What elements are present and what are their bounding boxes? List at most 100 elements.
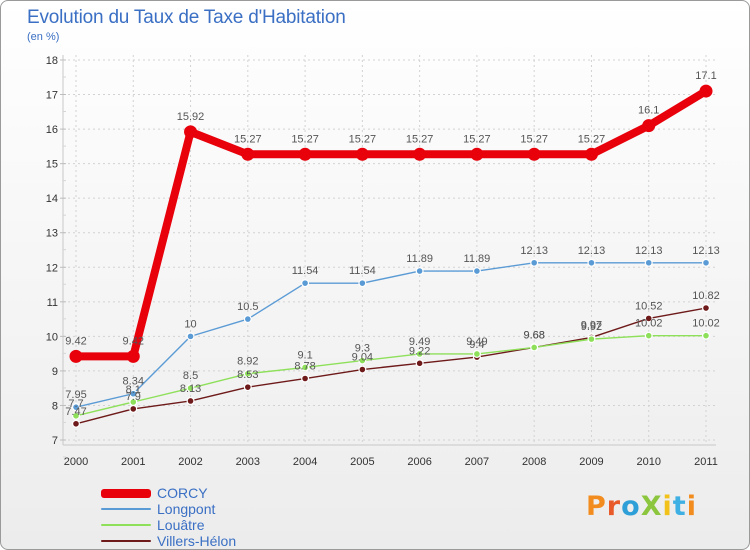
data-point-louatre <box>129 398 138 407</box>
data-label-villers-helon: 8.78 <box>294 361 315 373</box>
data-label-villers-helon: 8.53 <box>237 369 258 381</box>
data-label-villers-helon: 10.52 <box>635 300 663 312</box>
data-point-corcy <box>184 125 198 139</box>
data-point-corcy <box>69 349 83 363</box>
data-point-corcy <box>527 147 541 161</box>
data-label-louatre: 9.92 <box>581 321 602 333</box>
unit-label: (en %) <box>27 31 60 43</box>
data-point-villers-helon <box>415 359 424 368</box>
data-point-longpont <box>301 279 310 288</box>
data-label-villers-helon: 9.68 <box>523 329 544 341</box>
data-label-louatre: 10.02 <box>692 318 720 330</box>
data-point-longpont <box>358 279 367 288</box>
legend-label: Louâtre <box>157 517 205 533</box>
chart-title: Evolution du Taux de Taxe d'Habitation <box>27 7 346 28</box>
data-label-corcy: 15.27 <box>578 133 606 145</box>
series-line-longpont <box>75 262 706 408</box>
data-point-louatre <box>530 343 539 352</box>
data-point-louatre <box>415 349 424 358</box>
data-label-corcy: 15.27 <box>291 133 319 145</box>
y-tick-label: 7 <box>52 435 58 447</box>
data-point-longpont <box>71 403 80 412</box>
legend-swatch <box>101 540 151 542</box>
data-point-longpont <box>243 315 252 324</box>
data-point-longpont <box>129 389 138 398</box>
data-point-corcy <box>298 147 312 161</box>
y-tick-label: 17 <box>46 90 58 102</box>
x-tick-label: 2007 <box>465 456 489 468</box>
data-label-corcy: 15.92 <box>177 111 205 123</box>
data-label-longpont: 12.13 <box>692 245 720 257</box>
data-label-corcy: 15.27 <box>406 133 434 145</box>
data-point-louatre <box>472 349 481 358</box>
data-label-villers-helon: 9.97 <box>581 319 602 331</box>
x-tick-label: 2008 <box>522 456 546 468</box>
data-point-louatre <box>587 335 596 344</box>
data-point-villers-helon <box>644 314 653 323</box>
data-point-louatre <box>301 363 310 372</box>
data-label-corcy: 9.42 <box>123 335 144 347</box>
y-tick-label: 18 <box>46 55 58 67</box>
data-label-longpont: 12.13 <box>520 245 548 257</box>
data-point-louatre <box>358 356 367 365</box>
data-label-corcy: 15.27 <box>463 133 491 145</box>
data-label-corcy: 17.1 <box>695 70 716 82</box>
legend-label: Villers-Hélon <box>157 533 237 549</box>
x-tick-label: 2009 <box>579 456 603 468</box>
data-label-longpont: 10.5 <box>237 301 258 313</box>
data-point-longpont <box>472 267 481 276</box>
data-label-villers-helon: 9.4 <box>469 339 484 351</box>
data-point-louatre <box>71 411 80 420</box>
data-point-villers-helon <box>358 365 367 374</box>
data-label-louatre: 8.5 <box>183 370 198 382</box>
data-label-corcy: 15.27 <box>349 133 377 145</box>
data-point-longpont <box>415 267 424 276</box>
legend-swatch <box>101 508 151 510</box>
y-tick-label: 16 <box>46 124 58 136</box>
legend: CORCY Longpont Louâtre Villers-Hélon <box>101 485 236 549</box>
data-label-longpont: 10 <box>184 318 196 330</box>
data-point-longpont <box>644 258 653 267</box>
data-point-villers-helon <box>701 304 710 313</box>
data-point-villers-helon <box>186 396 195 405</box>
y-tick-label: 14 <box>46 193 58 205</box>
data-point-villers-helon <box>71 419 80 428</box>
data-point-louatre <box>644 331 653 340</box>
data-point-corcy <box>241 147 255 161</box>
legend-label: CORCY <box>157 485 208 501</box>
data-label-louatre: 9.49 <box>409 336 430 348</box>
y-tick-label: 12 <box>46 262 58 274</box>
legend-label: Longpont <box>157 501 216 517</box>
data-point-louatre <box>243 369 252 378</box>
legend-item: Longpont <box>101 501 236 517</box>
y-tick-label: 13 <box>46 228 58 240</box>
legend-item: CORCY <box>101 485 236 501</box>
data-label-longpont: 12.13 <box>635 245 663 257</box>
x-tick-label: 2002 <box>178 456 202 468</box>
data-label-longpont: 11.89 <box>464 253 491 265</box>
x-tick-label: 2006 <box>407 456 431 468</box>
data-point-longpont <box>186 332 195 341</box>
data-point-longpont <box>530 258 539 267</box>
data-label-corcy: 16.1 <box>638 105 659 117</box>
data-label-louatre: 9.3 <box>355 343 370 355</box>
x-tick-label: 2001 <box>121 456 145 468</box>
x-tick-label: 2010 <box>636 456 660 468</box>
y-tick-label: 8 <box>52 400 58 412</box>
proxiti-logo[interactable]: ProXiti <box>586 491 697 522</box>
legend-swatch <box>101 488 151 498</box>
x-tick-label: 2005 <box>350 456 374 468</box>
data-point-louatre <box>701 331 710 340</box>
data-label-villers-helon: 9.04 <box>352 352 373 364</box>
data-label-longpont: 11.54 <box>292 265 319 277</box>
data-label-corcy: 15.27 <box>520 133 548 145</box>
data-label-corcy: 15.27 <box>234 133 262 145</box>
data-label-corcy: 9.42 <box>65 335 86 347</box>
data-label-louatre: 9.68 <box>523 329 544 341</box>
data-label-villers-helon: 7.9 <box>126 391 141 403</box>
x-tick-label: 2004 <box>293 456 317 468</box>
y-tick-label: 10 <box>46 331 58 343</box>
data-label-longpont: 12.13 <box>578 245 606 257</box>
